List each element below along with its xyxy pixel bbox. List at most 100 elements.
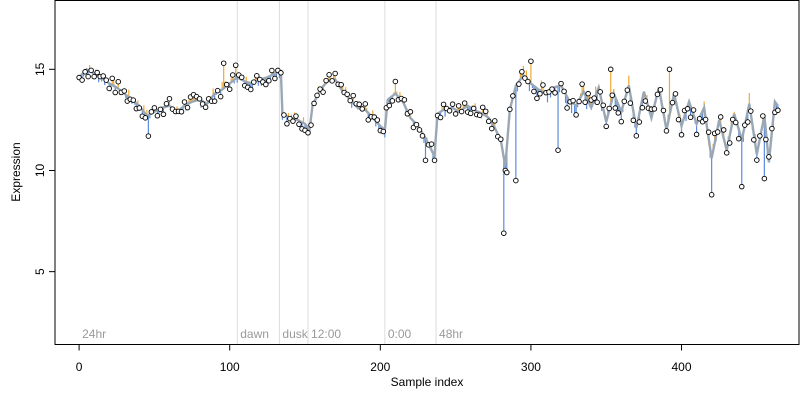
data-point [217,93,224,100]
phase-lines [236,0,437,345]
data-point [678,132,685,138]
data-point [142,115,149,121]
data-point [356,101,362,108]
data-point [344,91,350,98]
data-point [555,147,561,153]
data-point [160,111,167,118]
data-point [428,141,435,147]
data-point [600,102,606,108]
y-tick-label: 10 [33,163,47,177]
data-point [534,95,540,102]
data-point [585,90,591,97]
data-point [359,106,365,112]
data-point [151,105,158,111]
data-point [362,101,369,107]
data-point [226,86,233,92]
data-point [452,111,459,117]
data-point [202,104,209,111]
data-point [293,113,299,119]
data-point [305,130,311,136]
data-point [714,129,721,135]
data-point [121,88,128,94]
series-smooth-line [78,67,779,167]
data-point [675,116,682,123]
data-point [693,131,700,138]
phase-label: 48hr [439,327,463,341]
data-point [458,108,465,115]
data-point [720,127,727,133]
data-point [657,86,664,93]
data-point [422,157,429,164]
data-point [251,79,257,85]
data-point [479,104,486,111]
data-point [416,127,423,133]
data-point [516,81,522,87]
data-point [94,69,100,76]
data-point [702,116,709,123]
data-point [214,87,221,94]
data-point [690,107,697,113]
plot-frame [54,0,800,345]
data-point [760,113,766,119]
data-point [519,68,525,75]
data-point [513,177,519,184]
data-point [440,101,447,108]
data-point [88,67,94,74]
data-point [329,78,335,84]
data-point [79,77,85,83]
data-point [455,103,462,109]
data-point [651,106,658,112]
y-tick-label: 15 [33,62,47,76]
data-point [618,118,625,125]
data-point [386,102,393,109]
data-point [196,96,203,102]
data-point [751,137,757,143]
x-tick-label: 300 [521,360,541,374]
data-point [540,82,546,88]
data-point [223,81,230,88]
data-point [100,73,106,79]
data-point [157,106,164,113]
data-point [736,135,742,142]
data-point [705,129,712,135]
data-point [745,119,751,125]
data-point [229,72,236,78]
data-point [311,100,317,107]
data-point [537,91,543,97]
data-point [732,119,739,126]
data-point [591,95,597,101]
data-point [419,133,426,139]
data-point [166,95,173,102]
data-point [606,105,612,112]
data-point [431,157,438,164]
data-point [326,72,332,78]
y-axis-title: Expression [9,142,23,201]
data-point [220,60,227,66]
phase-label: 0:00 [388,327,412,341]
data-point [564,105,570,111]
data-point [561,88,567,95]
data-point [91,73,97,80]
data-point [254,73,260,79]
series-points [76,58,781,236]
data-point [630,117,637,124]
data-point [636,119,643,125]
data-point [163,101,170,107]
data-point [627,100,634,106]
data-point [594,99,600,106]
data-point [654,91,661,98]
data-point [211,98,218,104]
data-point [85,73,91,80]
smooth-line [78,67,779,167]
data-point [522,75,528,81]
data-point [624,87,631,93]
data-point [485,118,492,125]
phase-label: 24hr [82,327,106,341]
data-point [320,89,326,95]
data-point [323,77,329,84]
data-point [642,98,649,104]
data-point [739,183,745,190]
data-point [392,78,399,85]
data-point [501,230,507,236]
